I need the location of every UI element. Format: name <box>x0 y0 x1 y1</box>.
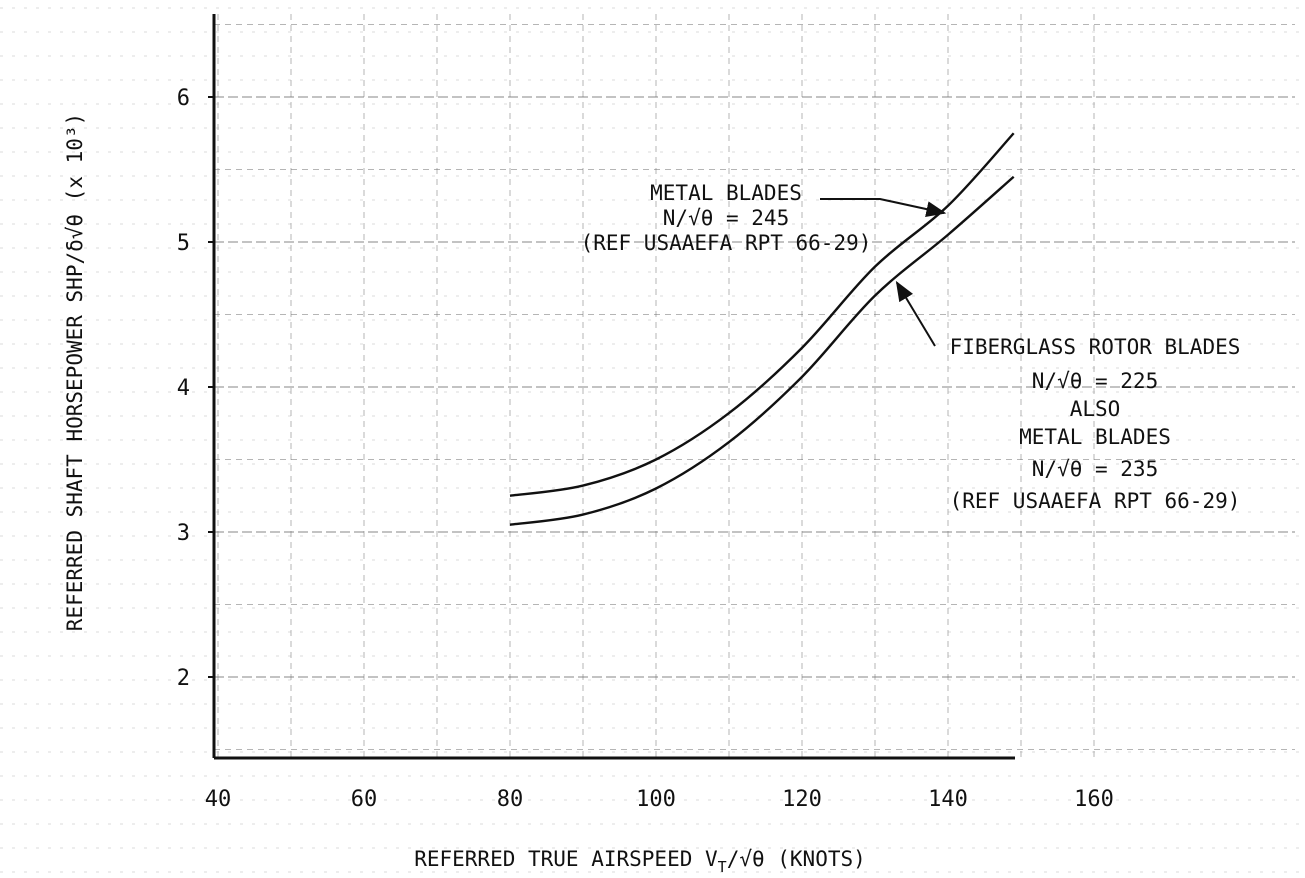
x-axis-title-tail: /√θ (KNOTS) <box>727 847 866 871</box>
annotation-line: FIBERGLASS ROTOR BLADES <box>950 335 1241 359</box>
x-axis-title: REFERRED TRUE AIRSPEED VT/√θ (KNOTS) <box>414 847 866 876</box>
annotation-line: METAL BLADES <box>1019 425 1171 449</box>
y-axis-title: REFERRED SHAFT HORSEPOWER SHP/δ√θ (x 10³… <box>63 113 87 631</box>
x-tick-label: 60 <box>351 787 378 812</box>
annotation-line: ALSO <box>1070 397 1121 421</box>
y-tick-label: 6 <box>177 86 190 111</box>
y-tick-label: 5 <box>177 231 190 256</box>
x-axis-title-subscript: T <box>718 858 727 876</box>
x-axis-title-main: REFERRED TRUE AIRSPEED V <box>414 847 718 871</box>
y-tick-label: 4 <box>177 376 190 401</box>
background-grid-lines <box>0 7 1305 873</box>
x-tick-label: 120 <box>782 787 822 812</box>
annotation-line: N/√θ = 225 <box>1032 369 1158 393</box>
x-tick-label: 160 <box>1074 787 1114 812</box>
y-tick-label: 2 <box>177 666 190 691</box>
x-tick-label: 80 <box>497 787 524 812</box>
x-tick-label: 40 <box>205 787 232 812</box>
annotation-metal-blades: METAL BLADES N/√θ = 245 (REF USAAEFA RPT… <box>581 181 872 255</box>
annotation-line: (REF USAAEFA RPT 66-29) <box>581 231 872 255</box>
x-tick-label: 140 <box>928 787 968 812</box>
x-tick-labels: 40 60 80 100 120 140 160 <box>205 787 1114 812</box>
annotation-leader-arrows <box>820 198 947 347</box>
annotation-line: METAL BLADES <box>650 181 802 205</box>
y-tick-labels: 2 3 4 5 6 <box>177 86 214 691</box>
series-line-1 <box>509 175 1015 526</box>
leader-arrow-metal-blades <box>820 198 947 217</box>
leader-arrow-fiberglass-blades <box>895 280 936 347</box>
annotation-line: (REF USAAEFA RPT 66-29) <box>950 489 1241 513</box>
grid <box>214 14 1295 758</box>
annotation-fiberglass-blades: FIBERGLASS ROTOR BLADES N/√θ = 225 ALSO … <box>950 335 1241 513</box>
y-tick-label: 3 <box>177 521 190 546</box>
annotation-line: N/√θ = 245 <box>663 206 789 230</box>
annotation-line: N/√θ = 235 <box>1032 457 1158 481</box>
x-tick-label: 100 <box>636 787 676 812</box>
